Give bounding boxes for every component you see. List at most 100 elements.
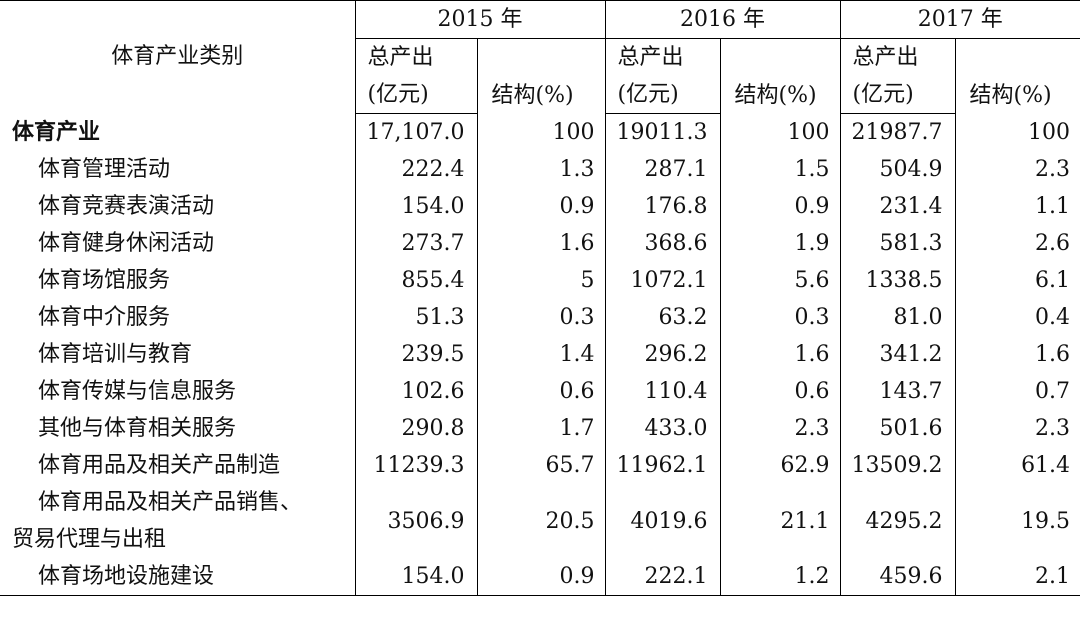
output-2017: 4295.2 [839,484,956,558]
row-category: 体育场馆服务 [38,268,171,293]
structure-2016: 0.9 [719,188,841,225]
structure-2015: 1.6 [476,225,606,262]
structure-header-2017: 结构(%) [969,82,1052,108]
structure-header-2016: 结构(%) [734,82,817,108]
structure-2016: 21.1 [719,484,841,558]
output-2016: 368.6 [604,225,721,262]
structure-2017: 0.7 [954,373,1080,410]
output-2015: 154.0 [354,188,477,225]
output-2017: 1338.5 [839,262,956,299]
output-2017: 13509.2 [839,447,956,484]
structure-2017: 2.3 [954,410,1080,447]
structure-2015: 0.9 [476,188,606,225]
structure-2017: 2.3 [954,151,1080,188]
output-2017: 231.4 [839,188,956,225]
output-2015: 17,107.0 [354,113,477,151]
structure-2017: 19.5 [954,484,1080,558]
row-category: 体育传媒与信息服务 [38,379,237,404]
row-category: 体育培训与教育 [38,342,193,367]
output-2016: 296.2 [604,336,721,373]
row-category: 体育中介服务 [38,305,171,330]
header-row-output-top: 总产出 结构(%) 总产出 结构(%) 总产出 结构(%) [0,38,1080,114]
table-row: 体育场地设施建设 154.0 0.9 222.1 1.2 459.6 2.1 [0,558,1080,596]
header-row-output-bottom: (亿元) (亿元) (亿元) [0,76,1080,114]
output-header-top-2015: 总产出 [354,38,477,76]
table-row: 体育用品及相关产品销售、 贸易代理与出租 3506.9 20.5 4019.6 … [0,484,1080,558]
structure-2015: 0.3 [476,299,606,336]
category-header: 体育产业类别 [0,0,355,114]
structure-2017: 0.4 [954,299,1080,336]
structure-header-cell-2016: 结构(%) [719,38,841,114]
table-row: 体育健身休闲活动 273.7 1.6 368.6 1.9 581.3 2.6 [0,225,1080,262]
structure-header-cell-2015: 结构(%) [476,38,606,114]
output-2016: 4019.6 [604,484,721,558]
output-2016: 287.1 [604,151,721,188]
output-2017: 143.7 [839,373,956,410]
output-2015: 290.8 [354,410,477,447]
header-row-years: 体育产业类别 2015 年 2016 年 2017 年 [0,0,1080,114]
output-header-top-2017: 总产出 [839,38,956,76]
output-2016: 433.0 [604,410,721,447]
sports-industry-output-table: 体育产业类别 2015 年 2016 年 2017 年 总产出 结构(%) 总产… [0,0,1080,596]
output-2015: 855.4 [354,262,477,299]
structure-header-2015: 结构(%) [491,82,574,108]
output-2015: 11239.3 [354,447,477,484]
output-2015: 273.7 [354,225,477,262]
row-category-line1: 体育用品及相关产品销售、 [38,490,303,515]
table-row: 体育场馆服务 855.4 5 1072.1 5.6 1338.5 6.1 [0,262,1080,299]
table-row: 体育管理活动 222.4 1.3 287.1 1.5 504.9 2.3 [0,151,1080,188]
output-header-bottom-2016: (亿元) [604,76,721,114]
structure-2016: 5.6 [719,262,841,299]
structure-2015: 5 [476,262,606,299]
structure-2015: 0.6 [476,373,606,410]
output-2016: 19011.3 [604,113,721,151]
table-row: 其他与体育相关服务 290.8 1.7 433.0 2.3 501.6 2.3 [0,410,1080,447]
structure-2016: 2.3 [719,410,841,447]
output-2015: 51.3 [354,299,477,336]
output-2015: 3506.9 [354,484,477,558]
row-category-multiline: 体育用品及相关产品销售、 贸易代理与出租 [0,484,355,558]
structure-2017: 2.1 [954,558,1080,596]
output-header-top-2016: 总产出 [604,38,721,76]
row-category: 体育产业 [12,118,101,145]
output-2016: 11962.1 [604,447,721,484]
row-category: 体育健身休闲活动 [38,231,215,256]
table-row: 体育传媒与信息服务 102.6 0.6 110.4 0.6 143.7 0.7 [0,373,1080,410]
output-2017: 504.9 [839,151,956,188]
structure-2017: 61.4 [954,447,1080,484]
structure-2017: 100 [954,113,1080,151]
table-row: 体育中介服务 51.3 0.3 63.2 0.3 81.0 0.4 [0,299,1080,336]
structure-2015: 1.4 [476,336,606,373]
output-2017: 341.2 [839,336,956,373]
output-2017: 81.0 [839,299,956,336]
table-row: 体育培训与教育 239.5 1.4 296.2 1.6 341.2 1.6 [0,336,1080,373]
structure-2015: 1.7 [476,410,606,447]
table-row: 体育产业 17,107.0 100 19011.3 100 21987.7 10… [0,113,1080,151]
row-category: 体育用品及相关产品制造 [38,453,281,478]
structure-2015: 20.5 [476,484,606,558]
structure-2017: 1.1 [954,188,1080,225]
row-category-line2: 贸易代理与出租 [12,527,167,552]
output-2016: 1072.1 [604,262,721,299]
structure-2016: 1.2 [719,558,841,596]
structure-2016: 0.6 [719,373,841,410]
structure-2017: 6.1 [954,262,1080,299]
output-2016: 110.4 [604,373,721,410]
structure-2015: 0.9 [476,558,606,596]
output-header-bottom-2017: (亿元) [839,76,956,114]
structure-2016: 0.3 [719,299,841,336]
structure-2016: 1.5 [719,151,841,188]
structure-2015: 1.3 [476,151,606,188]
output-2017: 21987.7 [839,113,956,151]
year-header-2015: 2015 年 [354,0,606,39]
structure-header-cell-2017: 结构(%) [954,38,1080,114]
output-2015: 154.0 [354,558,477,596]
structure-2016: 62.9 [719,447,841,484]
structure-2016: 1.6 [719,336,841,373]
row-category: 体育场地设施建设 [0,558,355,596]
structure-2015: 100 [476,113,606,151]
output-2017: 581.3 [839,225,956,262]
year-header-2017: 2017 年 [839,0,1080,39]
output-2017: 459.6 [839,558,956,596]
output-2015: 102.6 [354,373,477,410]
